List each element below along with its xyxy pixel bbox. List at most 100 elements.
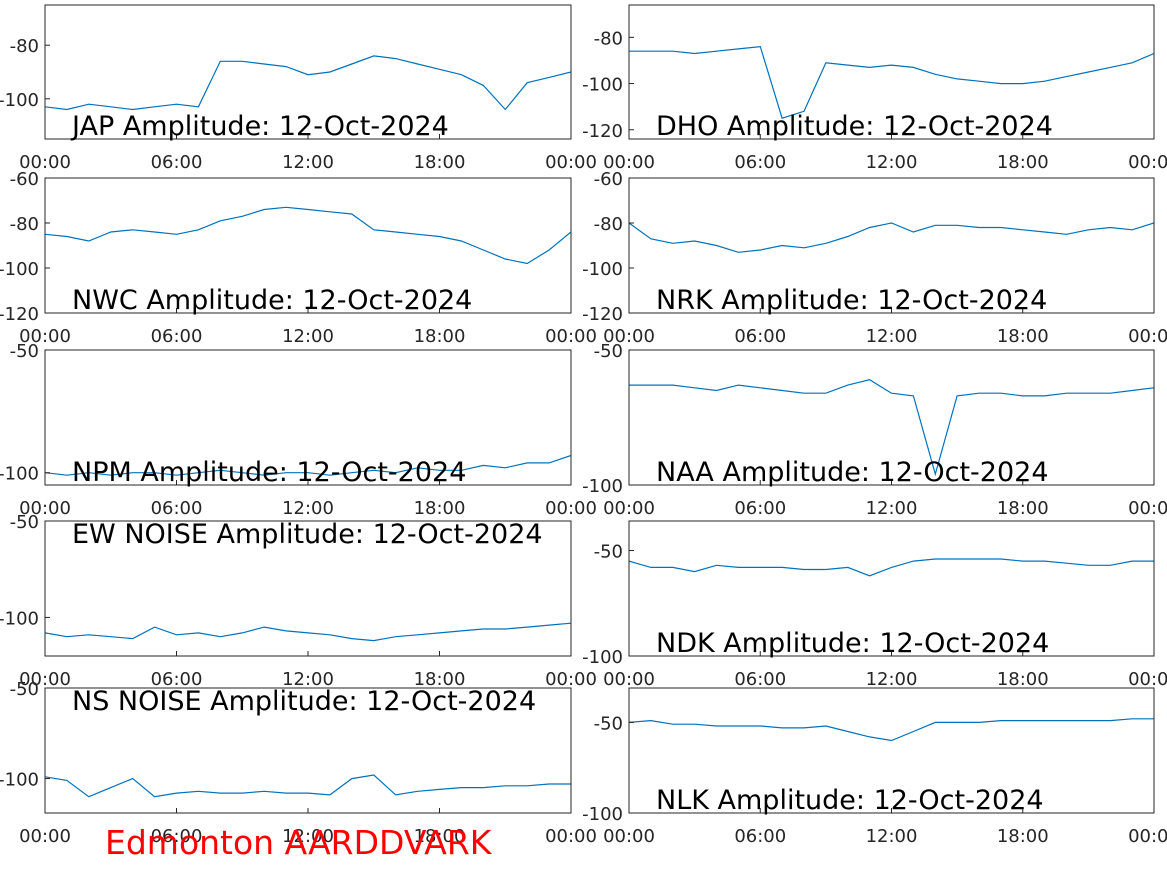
x-tick-label: 06:00 xyxy=(151,826,203,847)
x-tick-label: 06:00 xyxy=(151,669,203,690)
x-tick-label: 18:00 xyxy=(414,669,466,690)
panel-title: NLK Amplitude: 12-Oct-2024 xyxy=(656,785,1044,816)
data-line xyxy=(45,206,571,265)
data-line xyxy=(45,55,571,111)
x-tick-label: 06:00 xyxy=(151,498,203,519)
x-tick-label: 06:00 xyxy=(151,152,203,173)
y-tick-label: -100 xyxy=(0,464,39,485)
x-tick-label: 00:00 xyxy=(1128,152,1167,173)
y-tick-label: -120 xyxy=(582,121,623,142)
y-tick-label: -60 xyxy=(10,169,39,190)
data-line xyxy=(629,379,1154,477)
x-tick-label: 00:00 xyxy=(19,326,71,347)
x-tick-label: 00:00 xyxy=(545,826,597,847)
y-tick-label: -80 xyxy=(594,28,623,49)
x-tick-label: 00:00 xyxy=(603,498,655,519)
panel-title: EW NOISE Amplitude: 12-Oct-2024 xyxy=(72,519,543,550)
data-line xyxy=(45,622,571,642)
panel-title: DHO Amplitude: 12-Oct-2024 xyxy=(656,111,1053,142)
x-tick-label: 18:00 xyxy=(997,669,1049,690)
x-tick-label: 18:00 xyxy=(997,152,1049,173)
y-tick-label: -50 xyxy=(10,512,39,533)
y-tick-label: -60 xyxy=(594,169,623,190)
x-tick-label: 00:00 xyxy=(603,669,655,690)
x-tick-label: 12:00 xyxy=(866,826,918,847)
x-tick-label: 18:00 xyxy=(997,326,1049,347)
panel: -100 -50 00:00 06:00 12:00 18:00 00:00 EW NOISE… xyxy=(0,512,597,690)
data-line xyxy=(629,558,1154,577)
x-tick-label: 00:00 xyxy=(603,826,655,847)
x-tick-label: 00:00 xyxy=(19,669,71,690)
x-tick-label: 06:00 xyxy=(734,498,786,519)
x-tick-label: 00:00 xyxy=(603,152,655,173)
caption: Edmonton AARDDVARK xyxy=(105,823,493,862)
y-tick-label: -120 xyxy=(582,304,623,325)
x-tick-label: 18:00 xyxy=(997,498,1049,519)
y-tick-label: -100 xyxy=(582,259,623,280)
x-tick-label: 06:00 xyxy=(151,326,203,347)
x-tick-label: 12:00 xyxy=(282,152,334,173)
y-tick-label: -80 xyxy=(10,214,39,235)
x-tick-label: 06:00 xyxy=(734,669,786,690)
y-tick-label: -50 xyxy=(10,341,39,362)
data-line xyxy=(45,774,571,798)
y-tick-label: -50 xyxy=(594,713,623,734)
x-tick-label: 18:00 xyxy=(414,152,466,173)
x-tick-label: 06:00 xyxy=(734,152,786,173)
y-tick-label: -80 xyxy=(10,36,39,57)
x-tick-label: 00:00 xyxy=(19,152,71,173)
x-tick-label: 00:00 xyxy=(545,669,597,690)
panel-title: JAP Amplitude: 12-Oct-2024 xyxy=(70,111,449,142)
x-tick-label: 12:00 xyxy=(866,152,918,173)
panel: -120-100-8000:0006:0012:0018:0000:00DHO … xyxy=(582,4,1167,173)
x-tick-label: 00:00 xyxy=(1128,669,1167,690)
panel-title: NAA Amplitude: 12-Oct-2024 xyxy=(656,457,1049,488)
panels: -100 -80 00:00 06:00 12:00 18:00 00:00 JAP Ampl… xyxy=(0,4,1167,847)
y-tick-label: -100 xyxy=(0,90,39,111)
x-tick-label: 12:00 xyxy=(866,669,918,690)
y-tick-label: -100 xyxy=(582,476,623,497)
x-tick-label: 18:00 xyxy=(414,826,466,847)
panel-title: NWC Amplitude: 12-Oct-2024 xyxy=(72,285,472,316)
y-tick-label: -120 xyxy=(0,304,39,325)
y-tick-label: -100 xyxy=(582,75,623,96)
x-tick-label: 06:00 xyxy=(734,826,786,847)
data-line xyxy=(629,222,1154,253)
y-tick-label: -50 xyxy=(594,341,623,362)
panel: -120-100-80-6000:0006:0012:0018:0000:00N… xyxy=(582,169,1167,347)
y-tick-label: -100 xyxy=(582,804,623,825)
y-tick-label: -100 xyxy=(0,770,39,791)
x-tick-label: 00:00 xyxy=(603,326,655,347)
x-tick-label: 00:00 xyxy=(1128,826,1167,847)
x-tick-label: 12:00 xyxy=(282,326,334,347)
x-tick-label: 00:00 xyxy=(545,326,597,347)
data-line xyxy=(629,718,1154,742)
data-line xyxy=(45,454,571,476)
x-tick-label: 00:00 xyxy=(545,152,597,173)
y-tick-label: -50 xyxy=(594,542,623,563)
x-tick-label: 12:00 xyxy=(866,326,918,347)
x-tick-label: 12:00 xyxy=(282,826,334,847)
x-tick-label: 12:00 xyxy=(282,669,334,690)
panel-title: NDK Amplitude: 12-Oct-2024 xyxy=(656,628,1049,659)
panel-title: NPM Amplitude: 12-Oct-2024 xyxy=(72,457,466,488)
x-tick-label: 00:00 xyxy=(19,498,71,519)
panel-title: NS NOISE Amplitude: 12-Oct-2024 xyxy=(72,686,536,717)
data-line xyxy=(629,45,1154,119)
panel: -100 -50 00:00 06:00 12:00 18:00 00:00 NS NOISE… xyxy=(0,679,597,847)
x-tick-label: 18:00 xyxy=(414,498,466,519)
y-tick-label: -100 xyxy=(582,647,623,668)
x-tick-label: 00:00 xyxy=(1128,498,1167,519)
y-tick-label: -100 xyxy=(0,259,39,280)
y-tick-label: -80 xyxy=(594,214,623,235)
x-tick-label: 00:00 xyxy=(1128,326,1167,347)
y-tick-label: -50 xyxy=(10,679,39,700)
x-tick-label: 18:00 xyxy=(414,326,466,347)
